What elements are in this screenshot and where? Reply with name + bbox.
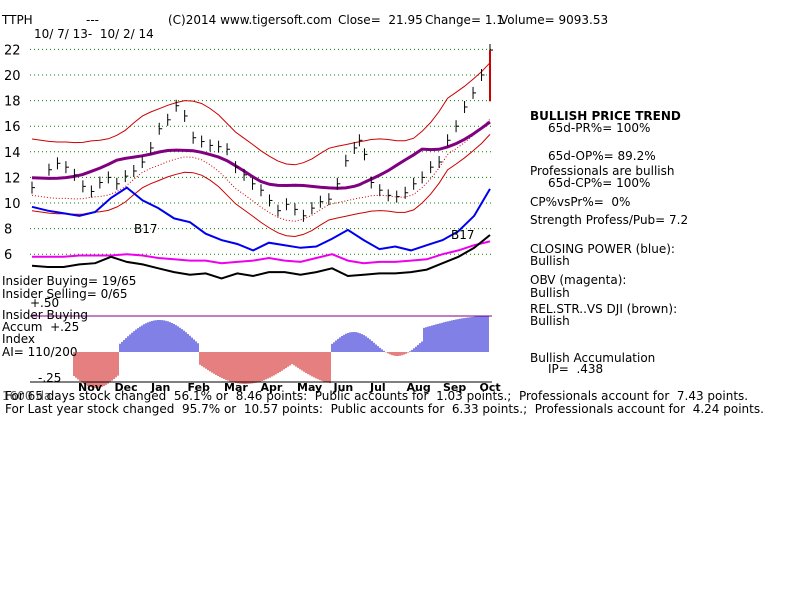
x-tick-label: May <box>297 381 322 394</box>
x-tick-label: Aug <box>407 381 431 394</box>
accum-ip: IP= .438 <box>548 362 604 376</box>
footer-line-1: For 65 days stock changed 56.1% or 8.46 … <box>5 389 749 403</box>
x-tick-label: Sep <box>443 381 466 394</box>
trend-title: BULLISH PRICE TREND <box>530 109 681 123</box>
relstr-line <box>31 234 491 280</box>
accum-plus50-label: +.50 <box>30 296 60 310</box>
y-tick-label: 6 <box>4 248 12 263</box>
footer-line-2: For Last year stock changed 95.7% or 10.… <box>5 402 764 416</box>
b17-annotation-right: B17 <box>451 228 475 242</box>
x-tick-label: Nov <box>78 381 103 394</box>
date-range: 10/ 7/ 13- 10/ 2/ 14 <box>34 27 154 41</box>
insider-selling-label: Insider Selling= 0/65 <box>2 287 128 301</box>
x-tick-label: Jan <box>150 381 170 394</box>
x-tick-label: Mar <box>224 381 248 394</box>
y-tick-label: 20 <box>4 69 21 84</box>
cp-vs-pr: CP%vsPr%= 0% <box>530 195 631 209</box>
y-tick-label: 10 <box>4 197 21 212</box>
relstr-value: Bullish <box>530 314 570 328</box>
cp-value: 65d-CP%= 100% <box>548 176 651 190</box>
accum-label-right: Bullish Accumulation <box>530 351 656 365</box>
obv-line <box>32 240 491 265</box>
ai-label: AI= 110/200 <box>2 345 78 359</box>
ticker: TTPH <box>2 13 33 27</box>
y-tick-label: 12 <box>4 171 21 186</box>
y-tick-label: 16 <box>4 120 21 135</box>
close-value: Close= 21.95 <box>338 13 423 27</box>
obv-value: Bullish <box>530 286 570 300</box>
op-value: 65d-OP%= 89.2% <box>548 149 656 163</box>
relstr-label: REL.STR..VS DJI (brown): <box>530 302 678 316</box>
x-tick-label: Oct <box>480 381 501 394</box>
insider-buying-label-2: Insider Buying <box>2 308 88 322</box>
accum-minus25-label: -.25 <box>38 371 62 385</box>
index-label: Index <box>2 332 36 346</box>
accum-label: Accum +.25 <box>2 320 80 334</box>
y-tick-label: 18 <box>4 95 21 110</box>
lower-band <box>31 134 491 238</box>
y-tick-label: 14 <box>4 146 21 161</box>
y-tick-label: 8 <box>4 223 12 238</box>
strength-value: Strength Profess/Pub= 7.2 <box>530 213 689 227</box>
y-tick-label: 22 <box>4 43 21 58</box>
upper-band <box>31 62 491 166</box>
closing-power-value: Bullish <box>530 254 570 268</box>
copyright: (C)2014 www.tigersoft.com <box>168 13 332 27</box>
closing-power-label: CLOSING POWER (blue): <box>530 242 675 256</box>
obv-label: OBV (magenta): <box>530 273 627 287</box>
moving-average-line <box>31 120 491 190</box>
x-tick-label: Apr <box>261 381 283 394</box>
prof-bullish: Professionals are bullish <box>530 164 675 178</box>
x-tick-label: Jun <box>333 381 354 394</box>
x-tick-label: Dec <box>115 381 138 394</box>
footer-overlap: 1600 da <box>2 389 52 403</box>
ticker-dashes: --- <box>86 13 99 27</box>
volume-value: Volume= 9093.53 <box>500 13 609 27</box>
change-value: Change= 1.1 <box>425 13 504 27</box>
b17-annotation-left: B17 <box>134 222 158 236</box>
insider-buying-label: Insider Buying= 19/65 <box>2 274 137 288</box>
closing-power-line <box>31 186 491 252</box>
pr-value: 65d-PR%= 100% <box>548 121 651 135</box>
x-tick-label: Feb <box>188 381 211 394</box>
x-tick-label: Jul <box>369 381 386 394</box>
